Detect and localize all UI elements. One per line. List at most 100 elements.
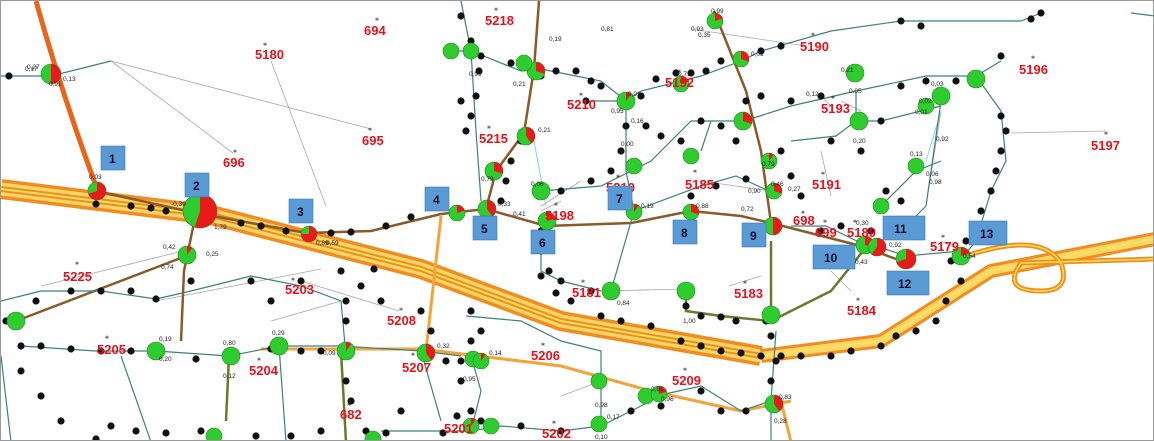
substation-label: 5180: [255, 47, 284, 62]
junction-dot: [127, 202, 135, 210]
pie-node[interactable]: [221, 346, 241, 366]
pie-node[interactable]: [40, 63, 62, 85]
pie-node[interactable]: [477, 199, 497, 219]
pie-node[interactable]: [760, 152, 778, 170]
pie-node[interactable]: [625, 157, 643, 175]
junction-dot: [797, 192, 805, 200]
pie-node[interactable]: [515, 54, 533, 72]
junction-dot: [342, 297, 350, 305]
pie-node[interactable]: [682, 147, 700, 165]
junction-dot: [467, 307, 475, 315]
junction-dot: [162, 429, 170, 437]
pie-node[interactable]: [917, 97, 935, 115]
pie-node-slice: [715, 13, 723, 21]
pie-node[interactable]: [590, 415, 608, 433]
marker-9[interactable]: 9: [741, 222, 767, 248]
pie-node[interactable]: [761, 305, 781, 325]
pie-node[interactable]: [733, 111, 753, 131]
pie-node[interactable]: [300, 225, 318, 243]
value-label: 0,01: [628, 91, 641, 98]
junction-dot: [342, 317, 350, 325]
pie-node[interactable]: [177, 245, 197, 265]
substation-label: 699: [815, 225, 837, 240]
marker-5[interactable]: 5: [472, 215, 498, 241]
substation-star-icon: ⁎: [552, 417, 556, 426]
pie-node[interactable]: [482, 417, 500, 435]
junction-dot: [857, 147, 865, 155]
svg-text:13: 13: [980, 227, 994, 241]
pie-node[interactable]: [87, 181, 107, 201]
pie-node[interactable]: [872, 197, 890, 215]
substation-label: 5192: [665, 75, 694, 90]
pie-node[interactable]: [336, 341, 356, 361]
value-label: -0,39: [171, 201, 186, 208]
marker-12[interactable]: 12: [886, 270, 930, 296]
pie-node[interactable]: [616, 91, 636, 111]
pie-node-slice: [681, 76, 689, 84]
substation-label: 5204: [249, 363, 279, 378]
pie-node[interactable]: [966, 69, 986, 89]
svg-text:9: 9: [750, 229, 757, 243]
value-label: 0,90: [748, 188, 761, 195]
pie-node[interactable]: [672, 75, 690, 93]
pie-node[interactable]: [182, 193, 218, 229]
junction-dot: [127, 347, 135, 355]
pie-node[interactable]: [516, 126, 536, 146]
marker-6[interactable]: 6: [530, 229, 556, 255]
junction-dot: [772, 357, 780, 365]
pie-node[interactable]: [931, 86, 951, 106]
pie-node[interactable]: [907, 157, 925, 175]
marker-2[interactable]: 2: [184, 172, 210, 198]
junction-dot: [682, 302, 690, 310]
pie-node[interactable]: [895, 248, 917, 270]
pie-node[interactable]: [416, 343, 436, 363]
pie-node[interactable]: [590, 372, 608, 390]
marker-1[interactable]: 1: [100, 145, 126, 171]
pie-node[interactable]: [732, 50, 750, 68]
value-label: 0,28: [774, 418, 787, 425]
marker-8[interactable]: 8: [672, 219, 698, 245]
pie-node-base: [146, 341, 166, 361]
junction-dot: [867, 227, 875, 235]
svg-text:12: 12: [898, 277, 912, 291]
pie-node[interactable]: [462, 417, 480, 435]
pie-node[interactable]: [765, 182, 783, 200]
pie-node[interactable]: [764, 394, 784, 414]
marker-10[interactable]: 10: [812, 244, 856, 270]
marker-11[interactable]: 11: [882, 215, 926, 241]
value-label: 0,29: [272, 330, 285, 337]
pie-node[interactable]: [650, 385, 668, 403]
marker-13[interactable]: 13: [968, 220, 1008, 246]
pie-node[interactable]: [462, 42, 480, 60]
pie-node[interactable]: [146, 341, 166, 361]
value-label: 0,27: [788, 186, 801, 193]
pie-node[interactable]: [472, 352, 490, 370]
pie-node[interactable]: [448, 204, 466, 222]
pie-node-slice: [871, 238, 887, 256]
pie-node[interactable]: [537, 211, 557, 231]
pie-node[interactable]: [601, 281, 621, 301]
pie-node[interactable]: [849, 111, 869, 131]
pie-node[interactable]: [364, 430, 382, 441]
pie-node[interactable]: [6, 311, 26, 331]
marker-7[interactable]: 7: [607, 185, 633, 211]
pie-node[interactable]: [845, 63, 865, 83]
pie-node[interactable]: [484, 161, 504, 181]
junction-dot: [162, 207, 170, 215]
pie-node[interactable]: [531, 181, 551, 201]
svg-text:7: 7: [616, 192, 623, 206]
pie-node[interactable]: [706, 12, 724, 30]
pie-node[interactable]: [442, 42, 460, 60]
pie-node[interactable]: [951, 246, 971, 266]
junction-dot: [552, 289, 560, 297]
substation-star-icon: ⁎: [487, 122, 491, 131]
pie-node-base: [531, 181, 551, 201]
marker-3[interactable]: 3: [288, 198, 314, 224]
pie-node[interactable]: [676, 281, 696, 301]
pie-node[interactable]: [867, 237, 887, 257]
substation-label: 5203: [285, 282, 314, 297]
pie-node[interactable]: [269, 336, 289, 356]
pie-node[interactable]: [763, 216, 783, 236]
marker-4[interactable]: 4: [424, 186, 450, 212]
pie-node[interactable]: [205, 427, 223, 441]
